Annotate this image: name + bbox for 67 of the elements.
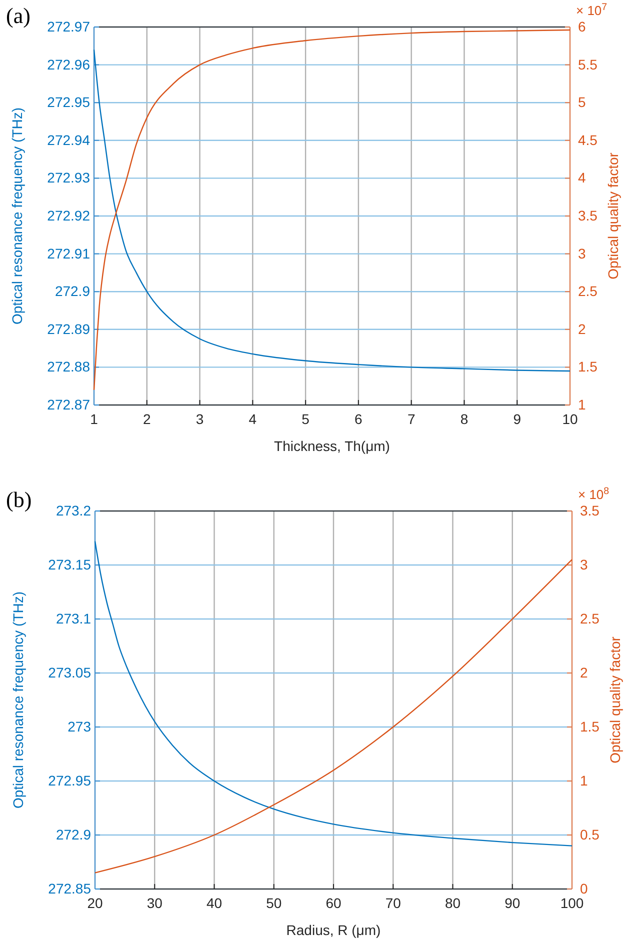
y2-tick-label: 3 <box>578 245 586 262</box>
x-tick-label: 60 <box>326 894 342 911</box>
y-tick-label: 272.91 <box>47 245 90 262</box>
x-axis-title: Thickness, Th(μm) <box>274 438 390 454</box>
y2-tick-label: 6 <box>578 18 586 34</box>
x-tick-label: 9 <box>513 410 522 427</box>
y-tick-label: 272.97 <box>47 18 90 34</box>
x-tick-label: 30 <box>146 894 163 911</box>
y2-tick-label: 4 <box>578 170 586 186</box>
x-tick-label: 70 <box>385 894 402 911</box>
y2-tick-label: 3.5 <box>580 502 600 518</box>
y2-tick-label: 3.5 <box>578 207 598 224</box>
y2-axis-title: Optical quality factor <box>605 152 621 280</box>
y-tick-label: 272.93 <box>47 170 90 186</box>
y-tick-label: 273.15 <box>48 556 92 572</box>
y2-tick-label: 1 <box>580 772 588 788</box>
text: × 10$^{7}$ <box>576 2 608 18</box>
x-tick-label: 6 <box>354 410 363 427</box>
y2-tick-label: 0 <box>580 880 588 896</box>
y-tick-label: 272.9 <box>54 283 90 300</box>
y2-tick-label: 3 <box>580 556 588 572</box>
x-tick-label: 20 <box>87 894 103 911</box>
y2-tick-label: 1.5 <box>580 718 600 734</box>
y-tick-label: 272.96 <box>47 56 90 72</box>
y-tick-label: 273 <box>68 718 92 734</box>
x-tick-label: 7 <box>407 410 416 427</box>
chart-title: (a) <box>6 3 30 28</box>
y-tick-label: 272.89 <box>47 320 90 337</box>
x-tick-label: 100 <box>560 894 584 911</box>
y2-tick-label: 0.5 <box>580 826 600 842</box>
x-tick-label: 40 <box>206 894 222 911</box>
x-tick-label: 1 <box>90 410 98 427</box>
x-tick-label: 50 <box>266 894 282 911</box>
y2-tick-label: 2.5 <box>578 283 598 300</box>
y-tick-label: 272.85 <box>48 880 92 896</box>
chart-title: (b) <box>6 487 32 512</box>
y2-tick-label: 5.5 <box>578 56 598 72</box>
y-tick-label: 272.88 <box>47 358 90 375</box>
x-tick-label: 2 <box>142 410 151 427</box>
x-tick-label: 5 <box>302 410 310 427</box>
x-tick-label: 80 <box>444 894 461 911</box>
y-tick-label: 273.1 <box>56 610 92 626</box>
y-tick-label: 272.9 <box>56 826 92 842</box>
x-tick-label: 8 <box>460 410 468 427</box>
y2-tick-label: 2.5 <box>580 610 600 626</box>
y-tick-label: 272.95 <box>48 772 92 788</box>
y-tick-label: 272.94 <box>47 132 90 148</box>
y-tick-label: 272.87 <box>47 396 90 412</box>
y2-tick-label: 2 <box>580 664 588 680</box>
y2-tick-label: 2 <box>578 320 586 337</box>
y2-tick-label: 4.5 <box>578 132 598 148</box>
x-tick-label: 4 <box>248 410 257 427</box>
y-tick-label: 272.95 <box>47 94 90 110</box>
y2-axis-title: Optical quality factor <box>607 636 623 764</box>
y2-tick-label: 1.5 <box>578 358 598 375</box>
y-axis-title: Optical resonance frequency (THz) <box>10 591 26 809</box>
y-axis-title: Optical resonance frequency (THz) <box>9 107 25 325</box>
text: × 10$^{8}$ <box>578 486 610 502</box>
x-axis-title: Radius, R (μm) <box>286 922 381 938</box>
y-tick-label: 272.92 <box>47 207 90 224</box>
x-tick-label: 10 <box>562 410 578 427</box>
y2-tick-label: 1 <box>578 396 586 412</box>
x-tick-label: 90 <box>504 894 520 911</box>
x-tick-label: 3 <box>196 410 204 427</box>
y-tick-label: 273.2 <box>56 502 92 518</box>
y2-tick-label: 5 <box>578 94 586 110</box>
y-tick-label: 273.05 <box>48 664 92 680</box>
